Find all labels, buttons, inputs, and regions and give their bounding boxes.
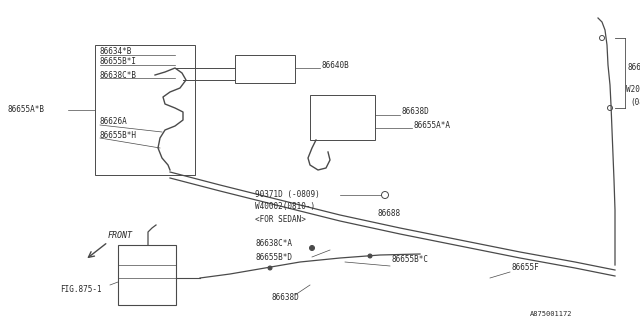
Bar [235,55,295,83]
Circle shape [310,245,314,251]
Text: 86655A*B: 86655A*B [8,106,45,115]
Text: W40002(0810-): W40002(0810-) [255,203,315,212]
Text: <FOR SEDAN>: <FOR SEDAN> [255,214,306,223]
Text: 86626A: 86626A [100,117,128,126]
Text: 86638C*A: 86638C*A [255,239,292,249]
Text: 86640B: 86640B [322,60,349,69]
Text: 86655B*C: 86655B*C [392,255,429,265]
Text: A875001172: A875001172 [530,311,573,317]
Text: W205125: W205125 [626,85,640,94]
Text: 86655A*A: 86655A*A [414,121,451,130]
Text: 86638C*B: 86638C*B [100,70,137,79]
Text: FRONT: FRONT [108,231,133,241]
Text: (0803-): (0803-) [630,98,640,107]
Text: 86655F: 86655F [512,263,540,273]
Text: 86638B: 86638B [628,63,640,73]
Bar [310,95,375,140]
Circle shape [368,254,372,258]
Text: 86638D: 86638D [402,108,429,116]
Text: 86655B*H: 86655B*H [100,131,137,140]
Bar [118,245,176,305]
Text: 86638D: 86638D [272,293,300,302]
Text: 86688: 86688 [378,210,401,219]
Text: FIG.875-1: FIG.875-1 [60,285,102,294]
Text: 90371D (-0809): 90371D (-0809) [255,190,320,199]
Text: 86634*B: 86634*B [100,47,132,57]
Text: 86655B*I: 86655B*I [100,58,137,67]
Circle shape [268,266,272,270]
Bar [95,45,195,175]
Text: 86655B*D: 86655B*D [255,252,292,261]
